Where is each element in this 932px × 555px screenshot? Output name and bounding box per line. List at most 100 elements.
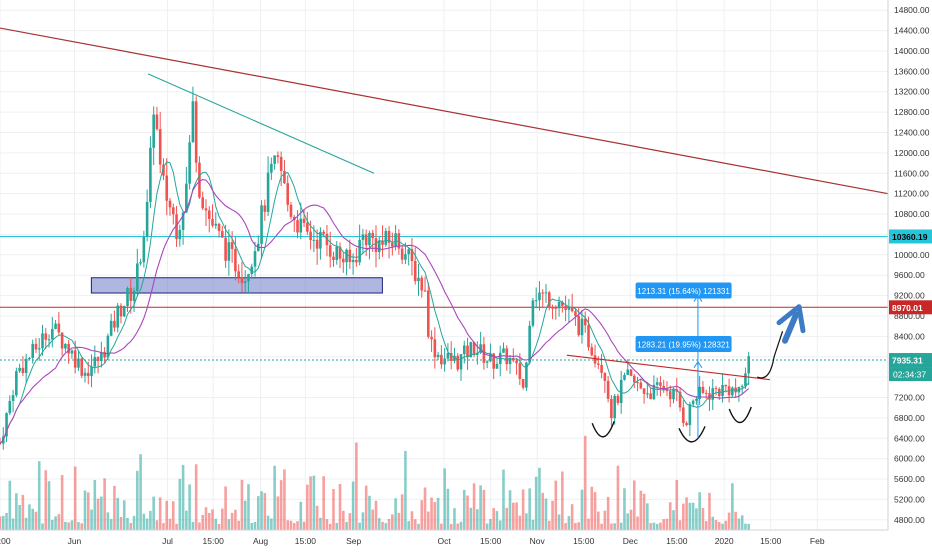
candle-body	[554, 307, 558, 309]
candle-body	[652, 384, 656, 400]
candle-body	[341, 258, 345, 263]
candle-body	[603, 372, 607, 381]
volume-bar	[60, 474, 64, 530]
price-tick-label: 6400.00	[894, 433, 925, 443]
candle-body	[701, 386, 705, 393]
candle-body	[181, 212, 185, 230]
price-axis: 4800.00 5200.00 5600.00 6000.00 6400.00 6800.…	[887, 0, 932, 550]
volume-bar	[292, 523, 296, 530]
volume-bar	[260, 491, 263, 530]
candle-body	[0, 443, 2, 445]
candles	[0, 86, 751, 450]
volume-bar	[355, 442, 358, 530]
candle-body	[83, 372, 87, 376]
volume-bar	[721, 523, 724, 530]
candle-body	[299, 218, 303, 233]
time-axis: 15:00 Jun Jul 15:00 Aug 15:00 Sep Oct 15:00 Nov 15…	[0, 529, 888, 546]
candle-body	[204, 208, 208, 211]
volume-bar	[132, 516, 136, 530]
candle-body	[724, 384, 728, 387]
volume-bar	[600, 523, 603, 530]
candle-body	[93, 357, 97, 367]
candle-body	[413, 261, 417, 282]
volume-bar	[296, 521, 299, 530]
volume-bar	[639, 490, 643, 530]
volume-bar	[315, 505, 319, 530]
volume-bar	[557, 514, 561, 530]
volume-bar	[374, 500, 378, 530]
volume-bar	[341, 510, 345, 530]
time-tick-label: Feb	[810, 536, 825, 546]
candle-body	[632, 375, 636, 383]
volume-bar	[508, 490, 512, 530]
volume-bar	[80, 523, 84, 530]
price-tick-label: 9600.00	[894, 270, 925, 280]
volume-bar	[217, 523, 221, 530]
candle-body	[600, 364, 603, 373]
candle-body	[659, 382, 662, 386]
candle-body	[132, 290, 136, 301]
volume-bar	[629, 509, 633, 530]
time-tick-label: Dec	[623, 536, 639, 546]
volume-bar	[211, 509, 214, 530]
volume-bar	[181, 464, 185, 530]
volume-bar	[394, 498, 397, 530]
candle-body	[691, 400, 695, 405]
volume-bar	[263, 493, 267, 530]
candle-body	[580, 318, 584, 336]
volume-bar	[646, 503, 649, 530]
candle-body	[338, 246, 342, 259]
volume-bar	[93, 479, 97, 530]
volume-bar	[541, 492, 545, 530]
candle-body	[175, 214, 178, 240]
volume-bar	[603, 510, 607, 530]
volume-bar	[361, 512, 365, 530]
volume-bar	[691, 502, 695, 530]
candle-body	[70, 350, 74, 354]
volume-bar	[0, 516, 2, 530]
candle-body	[544, 292, 548, 294]
candle-body	[377, 240, 381, 253]
candle-body	[34, 343, 38, 350]
price-tick-label: 14000.00	[894, 46, 930, 56]
volume-bar	[325, 519, 329, 530]
candle-body	[142, 236, 146, 263]
time-tick-label: Jun	[68, 536, 82, 546]
volume-bar	[495, 511, 499, 530]
candle-body	[129, 288, 133, 301]
candle-body	[570, 306, 574, 312]
volume-bar	[207, 512, 211, 530]
candle-body	[319, 231, 322, 249]
candle-body	[525, 362, 528, 388]
candle-body	[394, 233, 397, 247]
support-box	[90, 277, 383, 294]
candle-body	[243, 281, 247, 284]
volume-bar	[11, 518, 15, 530]
volume-bar	[185, 510, 188, 530]
volume-bar	[436, 497, 440, 530]
candle-body	[345, 249, 348, 263]
volume-bar	[142, 513, 146, 530]
countdown-text: 02:34:37	[893, 370, 926, 380]
candle-body	[201, 197, 205, 209]
volume-bar	[498, 520, 502, 530]
candle-body	[449, 353, 453, 361]
candle-body	[250, 266, 254, 275]
price-tick-label: 11200.00	[894, 189, 929, 199]
candle-body	[446, 353, 450, 359]
time-tick-label: 15:00	[295, 536, 317, 546]
volume-bar	[544, 498, 548, 530]
volume-bar	[279, 480, 283, 530]
volume-bar	[253, 521, 257, 530]
volume-bar	[472, 483, 476, 530]
volume-bar	[512, 502, 515, 530]
candle-body	[152, 114, 155, 148]
candle-body	[51, 328, 54, 340]
candle-body	[466, 345, 469, 358]
volume-bar	[518, 515, 522, 530]
volume-bar	[191, 521, 195, 530]
volume-bar	[482, 489, 486, 530]
volume-bar	[440, 523, 443, 530]
candle-body	[322, 231, 325, 234]
